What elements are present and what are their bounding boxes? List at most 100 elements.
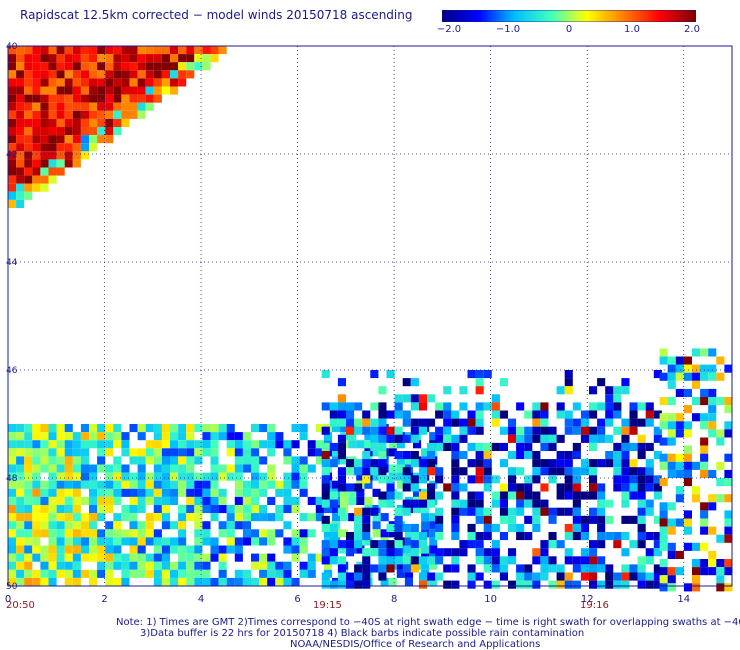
heatmap-cell	[315, 440, 324, 449]
heatmap-cell	[267, 553, 276, 562]
heatmap-cell	[402, 434, 411, 443]
heatmap-cell	[186, 70, 195, 79]
heatmap-cell	[64, 151, 73, 160]
heatmap-cell	[97, 448, 106, 457]
heatmap-cell	[716, 494, 725, 503]
heatmap-cell	[8, 440, 17, 449]
heatmap-cell	[48, 545, 57, 554]
heatmap-cell	[637, 467, 646, 476]
heatmap-cell	[80, 545, 89, 554]
heatmap-cell	[234, 569, 243, 578]
heatmap-cell	[337, 475, 346, 484]
heatmap-cell	[337, 418, 346, 427]
heatmap-cell	[467, 572, 476, 581]
heatmap-cell	[372, 472, 381, 481]
heatmap-cell	[435, 523, 444, 532]
heatmap-cell	[202, 480, 211, 489]
heatmap-cell	[113, 424, 122, 433]
heatmap-cell	[97, 110, 106, 119]
heatmap-cell	[97, 62, 106, 71]
heatmap-cell	[80, 94, 89, 103]
heatmap-cell	[499, 491, 508, 500]
heatmap-cell	[64, 110, 73, 119]
heatmap-cell	[556, 491, 565, 500]
heatmap-cell	[89, 70, 98, 79]
heatmap-cell	[378, 451, 387, 460]
heatmap-cell	[8, 86, 17, 95]
heatmap-cell	[32, 62, 41, 71]
heatmap-cell	[210, 545, 219, 554]
heatmap-cell	[540, 442, 549, 451]
heatmap-cell	[178, 529, 187, 538]
heatmap-cell	[572, 515, 581, 524]
heatmap-cell	[40, 545, 49, 554]
heatmap-cell	[321, 515, 330, 524]
heatmap-cell	[48, 505, 57, 514]
heatmap-cell	[700, 388, 709, 397]
heatmap-cell	[386, 410, 395, 419]
heatmap-cell	[170, 78, 179, 87]
heatmap-cell	[267, 432, 276, 441]
heatmap-cell	[137, 86, 146, 95]
heatmap-cell	[218, 553, 227, 562]
heatmap-cell	[653, 410, 662, 419]
heatmap-cell	[48, 143, 57, 152]
heatmap-cell	[716, 567, 725, 576]
heatmap-cell	[396, 569, 405, 578]
heatmap-cell	[32, 464, 41, 473]
heatmap-cell	[137, 545, 146, 554]
heatmap-cell	[202, 521, 211, 530]
heatmap-cell	[380, 577, 389, 586]
heatmap-cell	[16, 496, 25, 505]
heatmap-cell	[56, 110, 65, 119]
heatmap-cell	[48, 456, 57, 465]
heatmap-cell	[16, 432, 25, 441]
heatmap-cell	[153, 553, 162, 562]
heatmap-cell	[137, 102, 146, 111]
x-tick-label: 12	[581, 594, 594, 605]
heatmap-cell	[354, 523, 363, 532]
heatmap-cell	[259, 577, 268, 586]
heatmap-cell	[170, 496, 179, 505]
heatmap-cell	[48, 159, 57, 168]
heatmap-cell	[346, 410, 355, 419]
heatmap-cell	[8, 448, 17, 457]
heatmap-cell	[56, 127, 65, 136]
heatmap-cell	[8, 577, 17, 586]
heatmap-cell	[194, 513, 203, 522]
heatmap-cell	[475, 442, 484, 451]
heatmap-cell	[8, 135, 17, 144]
heatmap-cell	[251, 496, 260, 505]
heatmap-cell	[24, 561, 33, 570]
heatmap-cell	[621, 564, 630, 573]
heatmap-cell	[64, 440, 73, 449]
heatmap-cell	[89, 472, 98, 481]
heatmap-cell	[8, 78, 17, 87]
heatmap-cell	[48, 553, 57, 562]
heatmap-cell	[394, 507, 403, 516]
heatmap-cell	[653, 475, 662, 484]
heatmap-cell	[16, 102, 25, 111]
heatmap-cell	[178, 569, 187, 578]
heatmap-cell	[8, 94, 17, 103]
heatmap-cell	[700, 445, 709, 454]
heatmap-cell	[580, 467, 589, 476]
heatmap-cell	[40, 521, 49, 530]
heatmap-cell	[8, 505, 17, 514]
heatmap-cell	[186, 480, 195, 489]
heatmap-cell	[724, 405, 733, 414]
heatmap-cell	[516, 572, 525, 581]
heatmap-cell	[251, 472, 260, 481]
heatmap-cell	[637, 515, 646, 524]
heatmap-cell	[161, 505, 170, 514]
heatmap-cell	[435, 402, 444, 411]
heatmap-cell	[64, 553, 73, 562]
heatmap-cell	[394, 540, 403, 549]
heatmap-cell	[145, 480, 154, 489]
heatmap-cell	[362, 467, 371, 476]
heatmap-cell	[337, 434, 346, 443]
heatmap-cell	[354, 402, 363, 411]
heatmap-cell	[340, 529, 349, 538]
heatmap-cell	[402, 564, 411, 573]
heatmap-cell	[516, 402, 525, 411]
